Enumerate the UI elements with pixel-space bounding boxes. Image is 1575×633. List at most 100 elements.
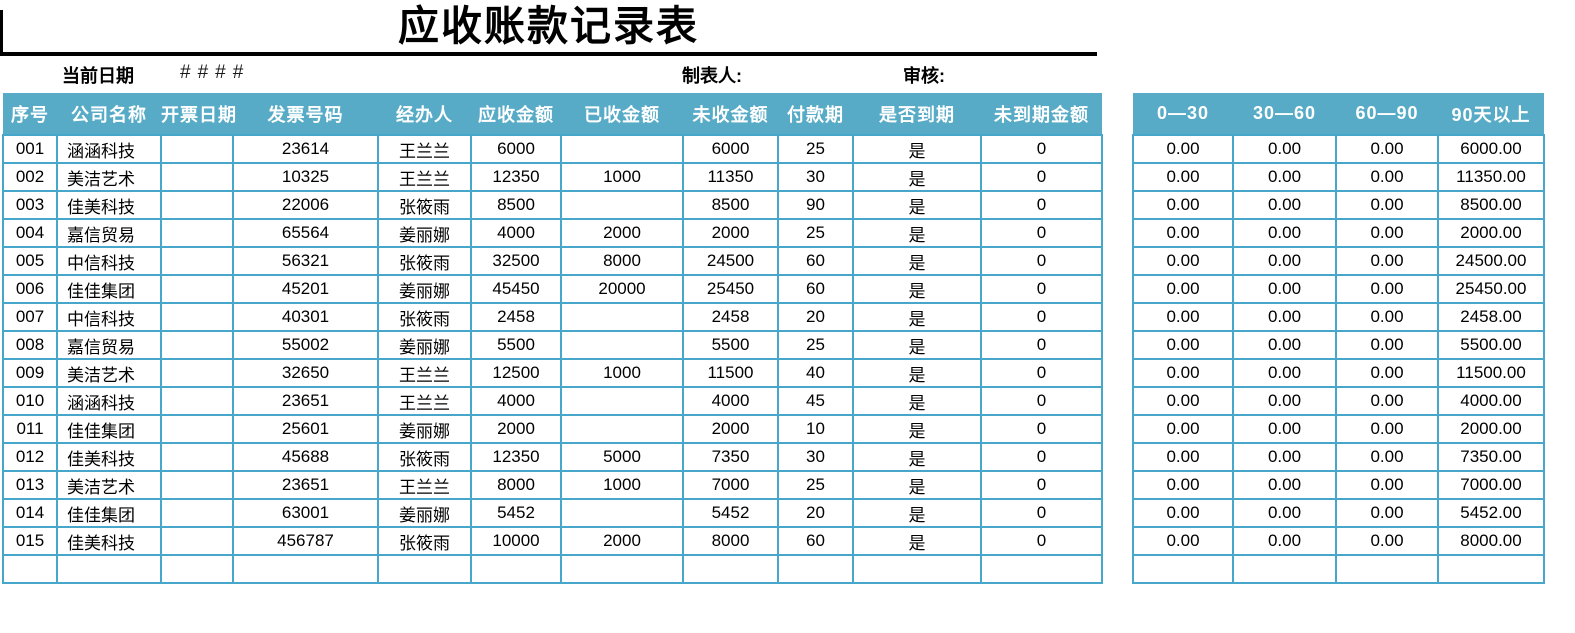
table-cell[interactable]: 佳美科技 xyxy=(56,526,162,556)
table-cell[interactable] xyxy=(160,414,234,444)
table-cell[interactable]: 10000 xyxy=(470,526,562,556)
table-cell[interactable]: 0.00 xyxy=(1132,330,1234,360)
table-cell[interactable]: 40 xyxy=(777,358,854,388)
table-cell[interactable]: 0.00 xyxy=(1232,274,1337,304)
table-cell[interactable]: 0 xyxy=(980,386,1103,416)
table-cell[interactable]: 56321 xyxy=(232,246,379,276)
table-cell[interactable]: 22006 xyxy=(232,190,379,220)
table-cell[interactable]: 008 xyxy=(2,330,58,360)
table-cell[interactable]: 0.00 xyxy=(1335,246,1439,276)
table-cell[interactable]: 0 xyxy=(980,274,1103,304)
table-cell[interactable]: 0.00 xyxy=(1335,386,1439,416)
table-cell[interactable]: 2000.00 xyxy=(1437,218,1545,248)
table-cell[interactable]: 姜丽娜 xyxy=(377,274,472,304)
column-header[interactable]: 60—90 xyxy=(1336,93,1438,135)
table-cell[interactable]: 0.00 xyxy=(1132,246,1234,276)
table-cell[interactable] xyxy=(560,190,684,220)
table-cell[interactable]: 456787 xyxy=(232,526,379,556)
table-cell[interactable]: 0.00 xyxy=(1232,386,1337,416)
table-cell[interactable]: 11350 xyxy=(682,162,779,192)
table-cell[interactable] xyxy=(682,554,779,584)
table-cell[interactable] xyxy=(470,554,562,584)
table-cell[interactable]: 1000 xyxy=(560,358,684,388)
table-cell[interactable]: 2458.00 xyxy=(1437,302,1545,332)
table-cell[interactable]: 2458 xyxy=(682,302,779,332)
table-cell[interactable]: 90 xyxy=(777,190,854,220)
table-cell[interactable]: 60 xyxy=(777,274,854,304)
table-cell[interactable]: 5452 xyxy=(470,498,562,528)
table-cell[interactable]: 011 xyxy=(2,414,58,444)
table-cell[interactable]: 8500 xyxy=(682,190,779,220)
table-cell[interactable]: 45 xyxy=(777,386,854,416)
table-cell[interactable]: 8500.00 xyxy=(1437,190,1545,220)
table-cell[interactable]: 015 xyxy=(2,526,58,556)
table-cell[interactable] xyxy=(160,302,234,332)
current-date-value[interactable]: #### xyxy=(180,62,251,83)
table-cell[interactable]: 是 xyxy=(852,470,982,500)
table-cell[interactable] xyxy=(1132,554,1234,584)
column-header[interactable]: 开票日期 xyxy=(161,93,236,135)
table-cell[interactable]: 0.00 xyxy=(1232,526,1337,556)
table-cell[interactable]: 7350 xyxy=(682,442,779,472)
table-cell[interactable]: 0 xyxy=(980,358,1103,388)
table-cell[interactable]: 10 xyxy=(777,414,854,444)
table-cell[interactable]: 涵涵科技 xyxy=(56,134,162,164)
table-cell[interactable] xyxy=(560,498,684,528)
table-cell[interactable]: 6000 xyxy=(470,134,562,164)
table-cell[interactable]: 0.00 xyxy=(1335,330,1439,360)
table-cell[interactable]: 0.00 xyxy=(1132,190,1234,220)
table-cell[interactable]: 0.00 xyxy=(1232,470,1337,500)
table-cell[interactable]: 0.00 xyxy=(1132,386,1234,416)
table-cell[interactable]: 0 xyxy=(980,302,1103,332)
table-cell[interactable]: 10325 xyxy=(232,162,379,192)
column-header[interactable]: 发票号码 xyxy=(233,93,378,135)
table-cell[interactable]: 嘉信贸易 xyxy=(56,330,162,360)
table-cell[interactable]: 0.00 xyxy=(1132,526,1234,556)
table-cell[interactable]: 2000 xyxy=(470,414,562,444)
table-cell[interactable]: 7350.00 xyxy=(1437,442,1545,472)
table-cell[interactable]: 0.00 xyxy=(1232,302,1337,332)
column-header[interactable]: 90天以上 xyxy=(1438,93,1544,135)
table-cell[interactable]: 0.00 xyxy=(1335,526,1439,556)
table-cell[interactable] xyxy=(560,386,684,416)
table-cell[interactable]: 11500 xyxy=(682,358,779,388)
table-cell[interactable]: 0.00 xyxy=(1335,162,1439,192)
table-cell[interactable]: 涵涵科技 xyxy=(56,386,162,416)
table-cell[interactable]: 2000 xyxy=(560,526,684,556)
table-cell[interactable]: 11350.00 xyxy=(1437,162,1545,192)
table-cell[interactable]: 32650 xyxy=(232,358,379,388)
table-cell[interactable]: 6000.00 xyxy=(1437,134,1545,164)
table-cell[interactable]: 60 xyxy=(777,246,854,276)
table-cell[interactable]: 11500.00 xyxy=(1437,358,1545,388)
column-header[interactable]: 是否到期 xyxy=(853,93,981,135)
table-cell[interactable]: 0.00 xyxy=(1232,162,1337,192)
table-cell[interactable]: 20000 xyxy=(560,274,684,304)
table-cell[interactable]: 2000 xyxy=(682,218,779,248)
table-cell[interactable]: 0 xyxy=(980,134,1103,164)
table-cell[interactable]: 0.00 xyxy=(1132,274,1234,304)
table-cell[interactable]: 0.00 xyxy=(1335,218,1439,248)
table-cell[interactable]: 7000 xyxy=(682,470,779,500)
table-cell[interactable]: 是 xyxy=(852,386,982,416)
table-cell[interactable]: 0.00 xyxy=(1335,302,1439,332)
table-cell[interactable]: 王兰兰 xyxy=(377,358,472,388)
table-cell[interactable] xyxy=(1437,554,1545,584)
table-cell[interactable] xyxy=(160,330,234,360)
table-cell[interactable]: 4000.00 xyxy=(1437,386,1545,416)
table-cell[interactable]: 25 xyxy=(777,330,854,360)
table-cell[interactable]: 0.00 xyxy=(1335,414,1439,444)
table-cell[interactable]: 王兰兰 xyxy=(377,134,472,164)
table-cell[interactable]: 0.00 xyxy=(1335,498,1439,528)
table-cell[interactable]: 12500 xyxy=(470,358,562,388)
table-cell[interactable]: 014 xyxy=(2,498,58,528)
table-cell[interactable]: 32500 xyxy=(470,246,562,276)
table-cell[interactable]: 0.00 xyxy=(1132,498,1234,528)
table-cell[interactable]: 8000 xyxy=(470,470,562,500)
column-header[interactable]: 未到期金额 xyxy=(981,93,1102,135)
table-cell[interactable]: 王兰兰 xyxy=(377,386,472,416)
table-cell[interactable]: 是 xyxy=(852,414,982,444)
table-cell[interactable]: 0.00 xyxy=(1232,414,1337,444)
table-cell[interactable] xyxy=(160,190,234,220)
table-cell[interactable]: 5500 xyxy=(682,330,779,360)
table-cell[interactable]: 0 xyxy=(980,526,1103,556)
